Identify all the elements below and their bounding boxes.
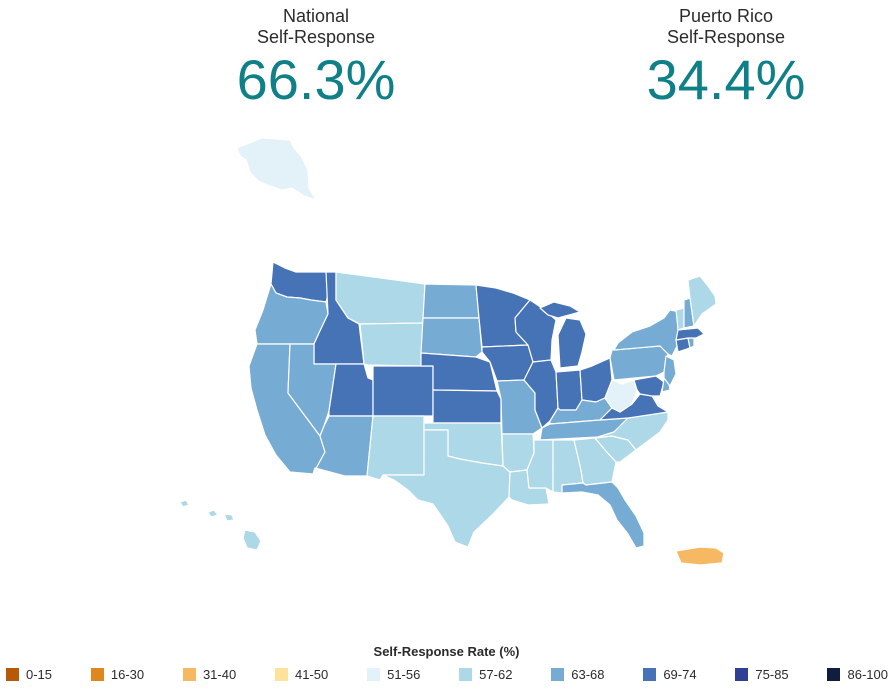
state-hawaii-4[interactable]: Hawaii	[242, 529, 262, 551]
state-texas[interactable]: Texas	[382, 429, 511, 548]
legend-swatch	[827, 668, 841, 681]
state-maryland[interactable]: Maryland	[633, 375, 665, 397]
state-illinois[interactable]: Illinois	[523, 359, 559, 429]
state-alaska[interactable]: Alaska	[236, 137, 317, 201]
legend-item-41-50: 41-50	[275, 667, 328, 682]
national-stat: National Self-Response 66.3%	[166, 6, 466, 110]
legend-title: Self-Response Rate (%)	[373, 644, 520, 659]
state-hawaii-3[interactable]: Hawaii	[223, 513, 235, 522]
legend-label: 57-62	[479, 667, 513, 682]
state-hawaii-1[interactable]: Hawaii	[179, 499, 190, 508]
state-new-mexico[interactable]: New Mexico	[366, 415, 425, 481]
legend-swatch	[643, 668, 657, 681]
state-maine[interactable]: Maine	[687, 275, 717, 327]
state-pennsylvania[interactable]: Pennsylvania	[609, 345, 669, 381]
legend-swatch	[275, 668, 289, 681]
state-indiana[interactable]: Indiana	[555, 369, 583, 411]
national-stat-value: 66.3%	[236, 48, 396, 111]
legend-swatch	[459, 668, 473, 681]
state-michigan-up[interactable]: Michigan	[539, 301, 581, 319]
state-montana[interactable]: Montana	[335, 271, 426, 325]
legend-item-69-74: 69-74	[643, 667, 697, 682]
legend-item-16-30: 16-30	[90, 667, 145, 682]
legend-label: 69-74	[663, 667, 697, 682]
state-north-carolina[interactable]: North Carolina	[594, 411, 669, 451]
puerto-rico-stat-value: 34.4%	[646, 48, 806, 111]
legend-item-51-56: 51-56	[367, 667, 420, 682]
legend: 0-15 16-30 31-40 41-50 51-56 57-62 63-68	[6, 667, 888, 682]
state-florida[interactable]: Florida	[561, 481, 645, 549]
state-hawaii-2[interactable]: Hawaii	[207, 509, 219, 518]
legend-item-0-15: 0-15	[6, 667, 52, 682]
legend-swatch	[90, 668, 104, 681]
state-kansas[interactable]: Kansas	[432, 389, 502, 424]
legend-item-75-85: 75-85	[735, 667, 789, 682]
legend-swatch	[367, 668, 381, 681]
state-wyoming[interactable]: Wyoming	[359, 322, 424, 367]
legend-label: 41-50	[295, 667, 329, 682]
legend-swatch	[182, 668, 196, 681]
state-vermont[interactable]: Vermont	[675, 307, 685, 331]
state-michigan[interactable]: Michigan	[557, 317, 587, 369]
state-utah[interactable]: Utah	[328, 363, 374, 417]
legend-swatch	[6, 668, 19, 681]
legend-swatch	[551, 668, 565, 681]
legend-label: 0-15	[26, 667, 53, 682]
legend-label: 86-100	[847, 667, 888, 682]
puerto-rico-stat: Puerto Rico Self-Response 34.4%	[576, 6, 876, 110]
legend-item-31-40: 31-40	[182, 667, 237, 682]
legend-label: 75-85	[755, 667, 789, 682]
legend-label: 16-30	[110, 667, 145, 682]
national-stat-label: National Self-Response	[256, 6, 376, 47]
legend-item-63-68: 63-68	[551, 667, 605, 682]
legend-label: 51-56	[387, 667, 421, 682]
state-new-jersey[interactable]: New Jersey	[663, 355, 677, 387]
legend-swatch	[735, 668, 749, 681]
legend-label: 63-68	[571, 667, 605, 682]
legend-item-86-100: 86-100	[827, 667, 888, 682]
legend-label: 31-40	[202, 667, 237, 682]
state-south-dakota[interactable]: South Dakota	[420, 317, 483, 358]
state-wisconsin[interactable]: Wisconsin	[514, 299, 557, 363]
puerto-rico-stat-label: Puerto Rico Self-Response	[666, 6, 786, 47]
territory-puerto-rico[interactable]: Puerto Rico	[675, 546, 725, 566]
state-north-dakota[interactable]: North Dakota	[422, 283, 480, 319]
state-nebraska[interactable]: Nebraska	[420, 352, 498, 392]
state-colorado[interactable]: Colorado	[372, 365, 434, 417]
legend-item-57-62: 57-62	[459, 667, 512, 682]
state-massachusetts[interactable]: Massachusetts	[675, 327, 705, 341]
